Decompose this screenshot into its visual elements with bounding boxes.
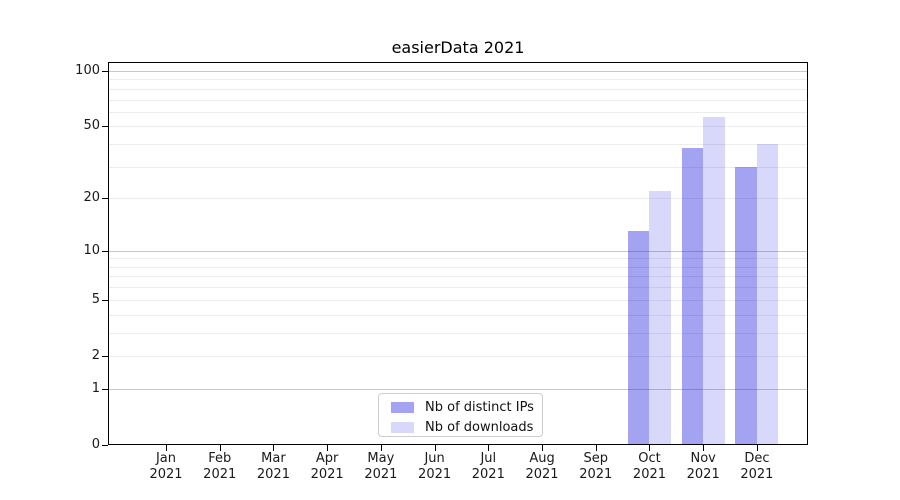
gridline-minor [108,258,808,260]
gridline-minor [108,299,808,301]
bar-nov-distinct-ips [681,148,704,445]
y-tick-label: 0 [91,437,100,452]
legend-label-downloads: Nb of downloads [425,419,534,435]
x-tick-mark [327,445,329,451]
gridline-minor [108,79,808,81]
y-tick-label: 5 [91,291,100,307]
gridline-major [108,250,808,252]
x-tick-mark [166,445,167,451]
x-tick-mark [434,445,436,451]
legend-swatch-downloads [391,421,414,433]
gridline-major [108,388,808,390]
bar-oct-distinct-ips [627,231,650,445]
legend-label-distinct-ips: Nb of distinct IPs [425,399,534,415]
y-tick-mark [102,250,108,252]
x-tick-mark [273,445,275,451]
bar-nov-downloads [703,117,725,445]
gridline-minor [108,355,808,357]
gridline-minor [108,266,808,268]
x-tick-label: May 2021 [364,451,398,482]
x-tick-mark [542,445,544,451]
x-tick-label: Sep 2021 [579,451,613,482]
x-tick-label: Mar 2021 [256,451,290,482]
x-tick-label: Jan 2021 [149,451,183,482]
y-tick-mark [102,71,108,72]
gridline-major [108,71,808,72]
bar-dec-downloads [756,144,779,445]
gridline-minor [108,198,808,200]
bar-dec-distinct-ips [735,166,757,445]
legend-item-downloads: Nb of downloads [391,418,542,436]
legend-item-distinct-ips: Nb of distinct IPs [391,398,542,416]
y-tick-label: 1 [91,380,100,396]
x-tick-label: Oct 2021 [632,451,667,482]
y-tick-mark [102,299,108,301]
gridline-minor [108,287,808,289]
x-tick-label: Jun 2021 [418,451,452,482]
gridline-minor [108,166,808,168]
x-tick-label: Feb 2021 [203,451,237,482]
y-tick-label: 50 [83,118,100,134]
chart-title: easierData 2021 [391,38,525,57]
x-tick-mark [380,445,382,451]
x-tick-mark [219,445,221,451]
x-tick-label: Aug 2021 [525,451,559,482]
gridline-minor [108,88,808,90]
legend-swatch-distinct-ips [391,401,414,413]
gridline-minor [108,99,808,101]
x-tick-mark [703,445,705,451]
gridline-minor [108,314,808,316]
bar-oct-downloads [649,190,671,445]
x-tick-label: Apr 2021 [310,451,344,482]
x-tick-mark [649,445,651,451]
y-tick-label: 20 [83,190,100,206]
x-tick-mark [488,445,490,451]
x-tick-mark [756,445,758,451]
x-tick-label: Nov 2021 [686,451,720,482]
x-tick-label: Dec 2021 [740,451,774,482]
gridline-minor [108,144,808,146]
x-tick-mark [595,445,597,451]
legend: Nb of distinct IPs Nb of downloads [378,393,543,437]
y-tick-label: 100 [75,63,100,78]
x-tick-label: Jul 2021 [471,451,505,482]
y-tick-mark [102,198,108,200]
gridline-minor [108,276,808,278]
gridline-minor [108,111,808,113]
y-tick-mark [102,445,108,446]
y-tick-label: 2 [91,347,100,363]
gridline-minor [108,332,808,334]
y-tick-mark [102,126,108,128]
gridline-minor [108,126,808,128]
y-tick-mark [102,355,108,357]
y-tick-label: 10 [83,242,100,258]
y-tick-mark [102,388,108,390]
